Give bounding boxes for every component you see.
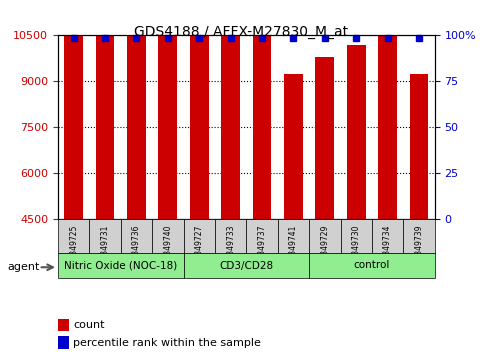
Text: Nitric Oxide (NOC-18): Nitric Oxide (NOC-18) <box>64 261 177 270</box>
FancyBboxPatch shape <box>58 219 89 253</box>
FancyBboxPatch shape <box>58 253 184 278</box>
Text: count: count <box>73 320 104 330</box>
Text: GSM349734: GSM349734 <box>383 224 392 271</box>
Bar <box>190 0 209 219</box>
Text: agent: agent <box>7 262 40 272</box>
Bar <box>253 0 271 219</box>
FancyBboxPatch shape <box>89 219 121 253</box>
Text: GSM349725: GSM349725 <box>69 224 78 271</box>
FancyBboxPatch shape <box>309 253 435 278</box>
Text: GSM349737: GSM349737 <box>257 224 267 271</box>
FancyBboxPatch shape <box>246 219 278 253</box>
Text: GSM349730: GSM349730 <box>352 224 361 271</box>
Text: CD3/CD28: CD3/CD28 <box>219 261 273 270</box>
FancyBboxPatch shape <box>215 219 246 253</box>
FancyBboxPatch shape <box>184 219 215 253</box>
Bar <box>221 35 240 219</box>
Text: GSM349727: GSM349727 <box>195 224 204 271</box>
Text: GSM349739: GSM349739 <box>414 224 424 271</box>
Text: percentile rank within the sample: percentile rank within the sample <box>73 338 261 348</box>
Bar <box>127 0 146 219</box>
Text: GSM349733: GSM349733 <box>226 224 235 271</box>
Text: GSM349731: GSM349731 <box>100 224 110 271</box>
FancyBboxPatch shape <box>372 219 403 253</box>
Bar <box>315 57 334 219</box>
Text: control: control <box>354 261 390 270</box>
FancyBboxPatch shape <box>152 219 184 253</box>
Bar <box>284 74 303 219</box>
FancyBboxPatch shape <box>309 219 341 253</box>
Text: GDS4188 / AFFX-M27830_M_at: GDS4188 / AFFX-M27830_M_at <box>134 25 349 39</box>
Bar <box>410 74 428 219</box>
FancyBboxPatch shape <box>403 219 435 253</box>
Text: GSM349741: GSM349741 <box>289 224 298 271</box>
Text: GSM349740: GSM349740 <box>163 224 172 271</box>
Text: GSM349736: GSM349736 <box>132 224 141 271</box>
Bar <box>58 336 69 349</box>
Bar <box>96 0 114 219</box>
FancyBboxPatch shape <box>341 219 372 253</box>
FancyBboxPatch shape <box>278 219 309 253</box>
Bar <box>64 0 83 219</box>
Bar <box>158 0 177 219</box>
FancyBboxPatch shape <box>184 253 309 278</box>
Bar <box>58 319 69 331</box>
Bar <box>378 35 397 219</box>
Text: GSM349729: GSM349729 <box>320 224 329 271</box>
Bar <box>347 45 366 219</box>
FancyBboxPatch shape <box>121 219 152 253</box>
